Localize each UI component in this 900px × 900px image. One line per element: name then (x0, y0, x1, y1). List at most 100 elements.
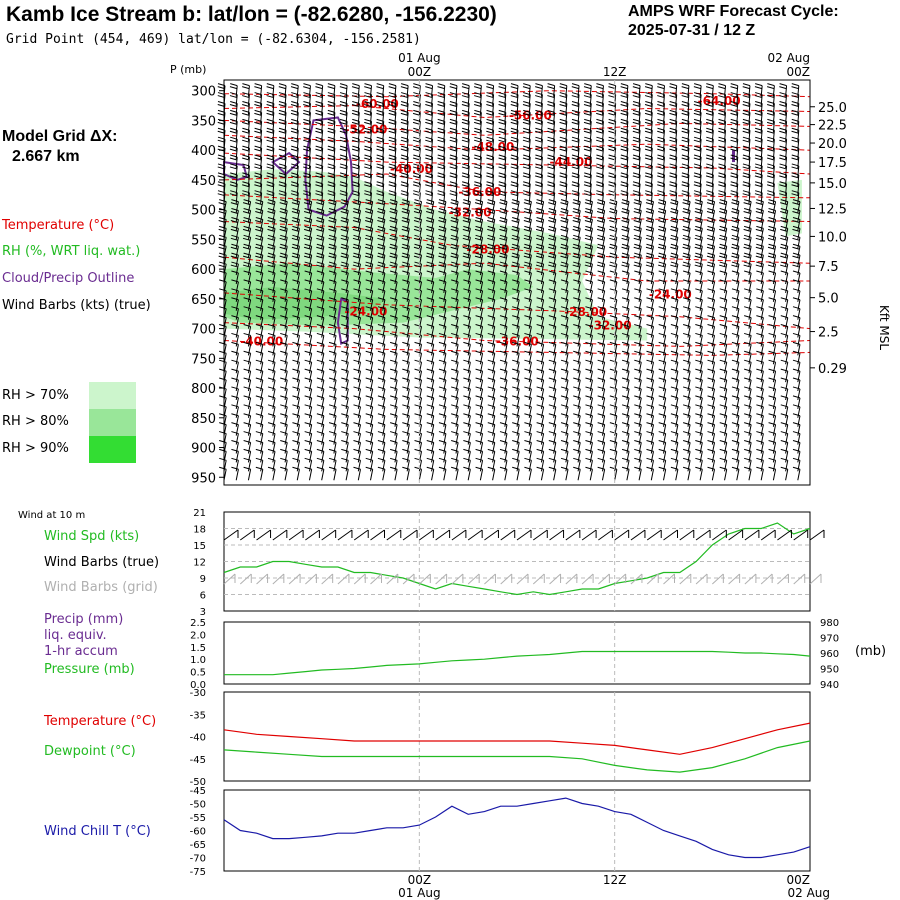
temperature-contour (223, 221, 811, 264)
wind-barb (254, 190, 263, 204)
surface-wind-barb (272, 529, 288, 541)
wind-barb (512, 466, 520, 481)
grid-wind-barb (500, 573, 513, 585)
height-tick-label: 0.29 (818, 362, 847, 377)
grid-wind-barb (809, 573, 822, 585)
wind-barb (402, 466, 410, 481)
temperature-contour-label: -28.00 (467, 242, 510, 256)
wind-chill-tick-label: -50 (190, 800, 206, 811)
wind-barb (573, 466, 581, 481)
wind-barb (536, 466, 545, 481)
grid-wind-barb (467, 573, 480, 585)
wind-barb (425, 190, 434, 204)
wind-barb (353, 466, 361, 481)
wind-barb (328, 466, 337, 481)
surface-wind-barb (256, 529, 272, 541)
precip-panel-frame (223, 621, 811, 685)
grid-wind-barb (435, 573, 448, 585)
precip-tick-label: 1.5 (190, 643, 206, 654)
surface-wind-barb (451, 529, 467, 541)
grid-wind-barb (581, 573, 594, 585)
precip-tick-label: 2.0 (190, 630, 206, 641)
wind-panel-title: Wind at 10 m (18, 510, 86, 521)
wind-barb (632, 190, 641, 204)
grid-wind-barb (305, 573, 317, 585)
surface-wind-barb (467, 529, 483, 541)
legend-cloud-outline: Cloud/Precip Outline (2, 271, 135, 286)
wind-barb (438, 466, 447, 481)
surface-wind-barb (386, 529, 402, 541)
surface-wind-barb (630, 529, 646, 541)
legend-wind-barbs: Wind Barbs (kts) (true) (2, 298, 151, 313)
surface-wind-barb (598, 529, 613, 541)
pressure-axis-label: P (mb) (170, 63, 206, 76)
wind-chill-label: Wind Chill T (°C) (44, 824, 151, 839)
wind-tick-label: 15 (193, 541, 206, 552)
legend-rh: RH (%, WRT liq. wat.) (2, 244, 141, 259)
surface-wind-barb (809, 529, 825, 541)
wind-barb (657, 190, 665, 204)
surface-wind-barb (435, 529, 451, 541)
wind-barb (243, 466, 252, 481)
temperature-contour (223, 322, 811, 347)
wind-barb (719, 466, 728, 481)
pressure-tick-label: 800 (191, 382, 216, 397)
grid-wind-barb (337, 573, 350, 585)
wind-barb (487, 466, 496, 481)
wind-barb (426, 466, 435, 481)
wind-tick-label: 21 (193, 508, 206, 519)
temperature-contour-label: -60.00 (356, 97, 399, 111)
rh-legend-90-label: RH > 90% (2, 441, 69, 456)
wind-tick-label: 9 (200, 574, 206, 585)
surface-wind-barb (679, 529, 695, 541)
temperature-tick-label: -45 (190, 755, 206, 766)
precip-accum-label: 1-hr accum (44, 644, 118, 659)
wind-barb (266, 190, 275, 204)
precip-tick-label: 2.5 (190, 618, 206, 629)
wind-barb (231, 466, 239, 481)
grid-wind-barb (223, 573, 236, 585)
wind-barbs-true-label: Wind Barbs (true) (44, 555, 160, 570)
top-date-label: 02 Aug (767, 51, 810, 65)
surface-wind-barb (581, 529, 597, 541)
grid-wind-barb (663, 573, 675, 585)
temperature-label: Temperature (°C) (44, 714, 157, 729)
pressure-tick-label-right: 940 (820, 680, 839, 691)
height-tick-label: 7.5 (818, 260, 839, 275)
wind-barb (634, 466, 642, 481)
height-tick-label: 5.0 (818, 292, 839, 307)
wind-barb (486, 190, 495, 204)
grid-wind-barb (565, 573, 578, 585)
wind-barb (756, 466, 764, 481)
grid-wind-barb (370, 573, 382, 585)
wind-barb (316, 466, 325, 481)
grid-wind-barb (288, 573, 301, 585)
wind-barb (596, 190, 604, 204)
temperature-contour-label: -40.00 (390, 162, 433, 176)
dewpoint-line (223, 740, 811, 773)
bottom-time-label: 00Z (408, 873, 432, 887)
grid-wind-barb (353, 573, 366, 585)
precip-label: Precip (mm) (44, 612, 124, 627)
pressure-tick-label: 700 (191, 323, 216, 338)
top-time-label: 00Z (408, 65, 432, 79)
temperature-contour (223, 173, 811, 199)
wind-barb (695, 466, 703, 481)
grid-wind-barb (760, 573, 773, 585)
wind-barb (646, 466, 654, 481)
grid-wind-barb (418, 573, 431, 585)
wind-barb (705, 190, 714, 204)
surface-wind-barb (337, 529, 353, 541)
precip-liq-equiv-label: liq. equiv. (44, 628, 107, 643)
height-tick-label: 17.5 (818, 156, 847, 171)
wind-barb (524, 466, 532, 481)
temperature-panel-frame (223, 691, 811, 782)
height-tick-label: 22.5 (818, 119, 847, 134)
series-lines (223, 522, 825, 859)
wind-barb (693, 190, 702, 204)
pressure-label: Pressure (mb) (44, 662, 135, 677)
wind-barb (681, 190, 690, 204)
pressure-tick-label: 350 (191, 114, 216, 129)
wind-tick-label: 18 (193, 525, 206, 536)
pressure-tick-label-right: 970 (820, 634, 839, 645)
